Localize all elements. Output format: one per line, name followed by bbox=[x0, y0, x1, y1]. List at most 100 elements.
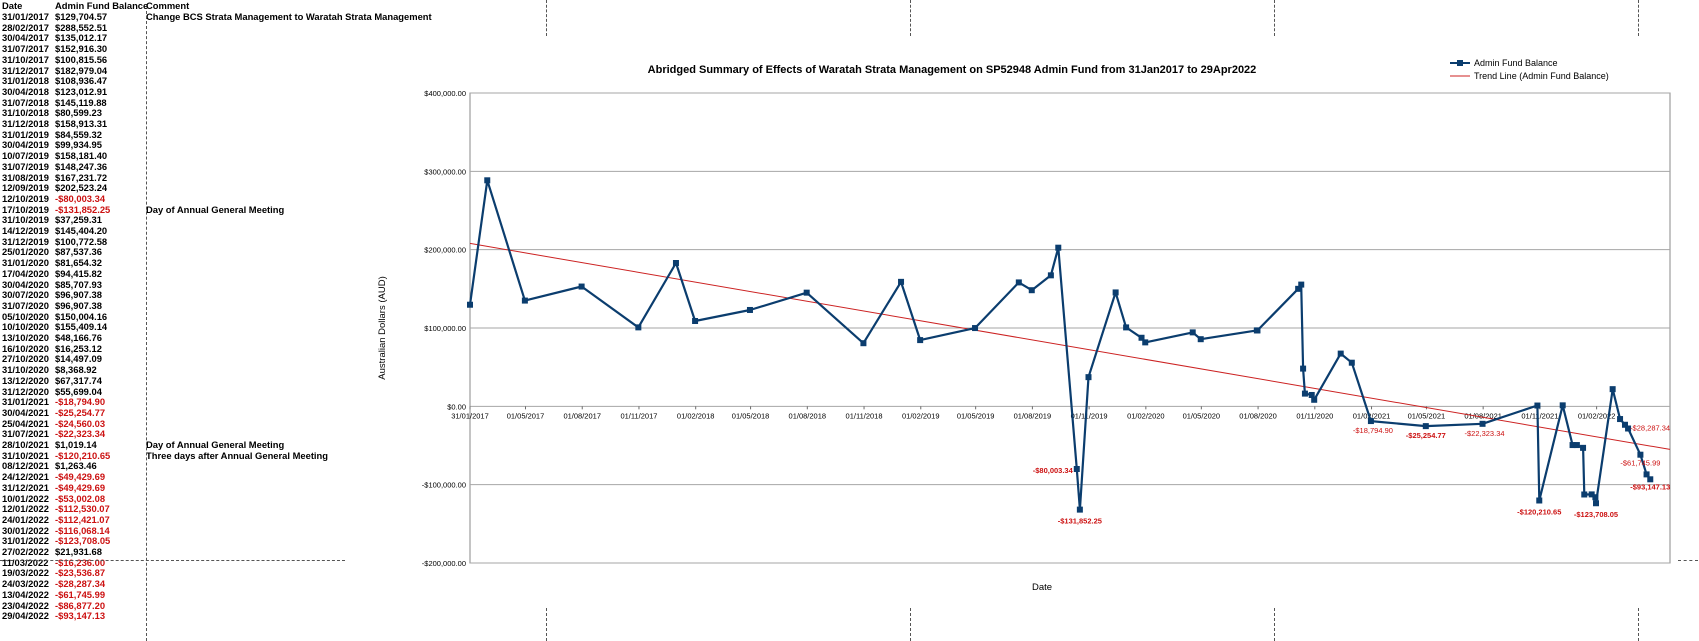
data-point bbox=[1580, 444, 1587, 451]
row-date: 13/10/2020 bbox=[2, 332, 49, 343]
row-date: 31/10/2017 bbox=[2, 53, 49, 65]
row-balance: -$112,421.07 bbox=[55, 513, 110, 525]
row-balance: $55,699.04 bbox=[55, 385, 102, 397]
data-point bbox=[1479, 420, 1486, 427]
data-label: -$18,794.90 bbox=[1353, 426, 1393, 435]
x-tick-label: 01/08/2019 bbox=[1014, 411, 1052, 420]
row-date: 30/04/2019 bbox=[2, 139, 49, 151]
row-date: 30/04/2018 bbox=[2, 85, 49, 97]
row-date: 30/04/2020 bbox=[2, 278, 49, 290]
data-point bbox=[1647, 476, 1654, 483]
row-comment: Three days after Annual General Meeting bbox=[146, 449, 328, 461]
y-tick-label: -$200,000.00 bbox=[422, 559, 466, 568]
row-date: 31/01/2017 bbox=[2, 11, 49, 22]
page-break-line bbox=[546, 0, 547, 36]
row-date: 31/10/2018 bbox=[2, 107, 49, 119]
row-comment: Day of Annual General Meeting bbox=[146, 203, 285, 215]
row-date: 31/12/2018 bbox=[2, 118, 49, 129]
row-date: 13/12/2020 bbox=[2, 374, 49, 386]
legend-label-balance: Admin Fund Balance bbox=[1474, 58, 1558, 68]
row-date: 10/07/2019 bbox=[2, 150, 49, 162]
row-balance: -$18,794.90 bbox=[55, 396, 106, 408]
x-tick-label: 01/11/2019 bbox=[1071, 411, 1108, 420]
x-tick-label: 01/02/2021 bbox=[1353, 411, 1391, 420]
row-date: 28/02/2017 bbox=[2, 21, 49, 33]
row-balance: $123,012.91 bbox=[55, 85, 108, 97]
row-balance: $100,772.58 bbox=[55, 235, 108, 247]
data-point bbox=[1254, 327, 1261, 334]
row-balance: $96,907.38 bbox=[55, 299, 102, 311]
x-tick-label: 01/05/2019 bbox=[957, 411, 995, 420]
page-break-line bbox=[546, 608, 547, 641]
row-date: 10/10/2020 bbox=[2, 321, 49, 333]
row-balance: $48,166.76 bbox=[55, 332, 102, 343]
data-point bbox=[1581, 491, 1588, 498]
trend-line bbox=[469, 242, 1671, 450]
x-tick-label: 01/08/2017 bbox=[563, 411, 601, 420]
row-date: 13/04/2022 bbox=[2, 588, 49, 600]
column-header-date: Date bbox=[2, 0, 23, 11]
x-tick-label: 01/05/2021 bbox=[1408, 411, 1446, 420]
data-point bbox=[521, 297, 528, 304]
data-point bbox=[1085, 374, 1092, 381]
data-point bbox=[1422, 423, 1429, 430]
row-date: 31/01/2021 bbox=[2, 396, 49, 408]
data-label: -$61,745.99 bbox=[1620, 459, 1660, 468]
data-label: -$123,708.05 bbox=[1574, 510, 1618, 519]
page-break-line bbox=[910, 0, 911, 36]
row-balance: $182,979.04 bbox=[55, 64, 108, 76]
row-balance: $96,907.38 bbox=[55, 289, 102, 301]
row-date: 31/07/2021 bbox=[2, 428, 49, 440]
data-point bbox=[1367, 418, 1374, 425]
data-label: -$28,287.34 bbox=[1630, 423, 1670, 432]
grid-lines bbox=[470, 92, 1670, 564]
row-balance: $145,404.20 bbox=[55, 225, 108, 236]
row-balance: $158,181.40 bbox=[55, 150, 108, 162]
row-date: 30/04/2017 bbox=[2, 32, 49, 44]
data-point bbox=[1308, 391, 1315, 398]
row-balance: $150,004.16 bbox=[55, 310, 108, 322]
y-tick-label: $300,000.00 bbox=[424, 167, 466, 176]
row-balance: -$131,852.25 bbox=[55, 203, 111, 215]
row-balance: -$24,560.03 bbox=[55, 417, 106, 429]
row-date: 14/12/2019 bbox=[2, 225, 49, 236]
x-tick-label: 01/11/2020 bbox=[1296, 411, 1333, 420]
row-date: 31/01/2020 bbox=[2, 257, 49, 269]
data-label: -$120,210.65 bbox=[1517, 507, 1561, 516]
row-date: 31/07/2017 bbox=[2, 43, 49, 55]
row-date: 16/10/2020 bbox=[2, 342, 49, 354]
trend-line-path bbox=[469, 242, 1671, 450]
row-balance: $16,253.12 bbox=[55, 342, 102, 354]
row-date: 25/04/2021 bbox=[2, 417, 49, 429]
row-balance: $14,497.09 bbox=[55, 353, 102, 365]
data-point bbox=[484, 177, 491, 184]
row-comment: Day of Annual General Meeting bbox=[146, 439, 285, 450]
data-point bbox=[1588, 491, 1595, 498]
row-date: 25/01/2020 bbox=[2, 246, 49, 258]
data-point bbox=[1536, 497, 1543, 504]
data-point bbox=[1123, 324, 1130, 331]
row-date: 31/01/2018 bbox=[2, 75, 49, 87]
row-balance: $94,415.82 bbox=[55, 267, 102, 279]
x-tick-label: 01/02/2018 bbox=[677, 411, 715, 420]
row-date: 29/04/2022 bbox=[2, 610, 49, 622]
row-date: 31/12/2017 bbox=[2, 64, 49, 76]
x-tick-label: 01/08/2021 bbox=[1464, 411, 1502, 420]
x-axis-label: Date bbox=[1032, 582, 1052, 593]
row-date: 31/07/2019 bbox=[2, 160, 49, 172]
row-balance: -$53,002.08 bbox=[55, 492, 106, 504]
admin-fund-chart: Abridged Summary of Effects of Waratah S… bbox=[377, 58, 1671, 593]
data-point bbox=[467, 301, 473, 308]
page-break-line bbox=[0, 560, 345, 561]
page-break-line bbox=[1638, 0, 1639, 36]
data-point bbox=[1311, 396, 1318, 403]
row-balance: -$49,429.69 bbox=[55, 471, 106, 483]
chart-title: Abridged Summary of Effects of Waratah S… bbox=[648, 64, 1257, 76]
row-date: 31/10/2019 bbox=[2, 214, 49, 226]
data-point bbox=[917, 337, 924, 344]
row-date: 30/07/2020 bbox=[2, 289, 49, 301]
row-date: 28/10/2021 bbox=[2, 439, 49, 450]
row-balance: $158,913.31 bbox=[55, 118, 108, 129]
row-balance: $129,704.57 bbox=[55, 11, 108, 22]
